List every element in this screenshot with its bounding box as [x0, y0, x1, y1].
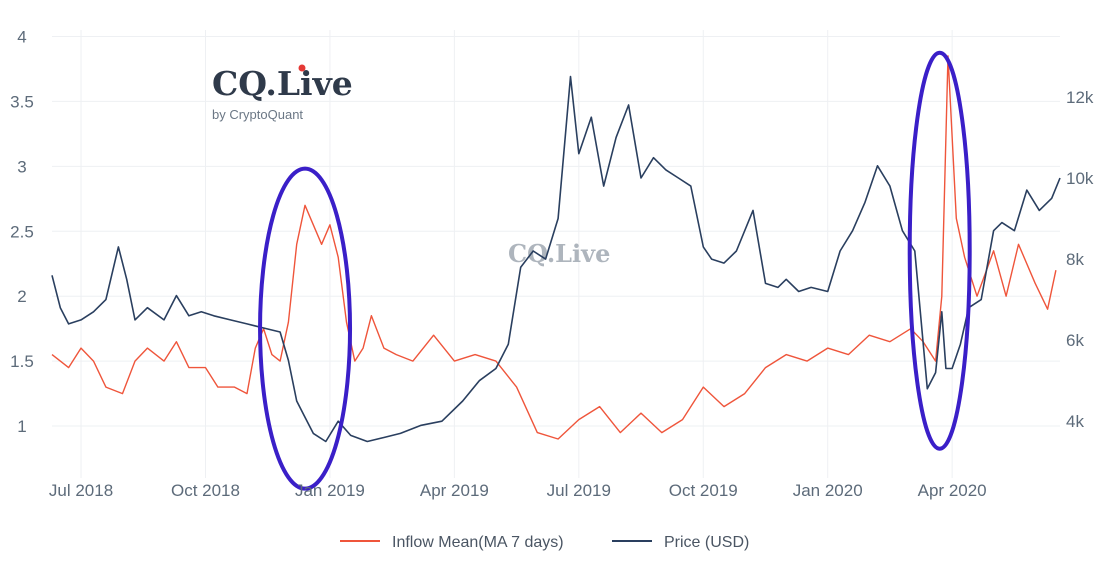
y-tick-label: 4: [17, 27, 26, 46]
x-tick-label: Apr 2019: [420, 481, 489, 500]
annotation-layer: [258, 50, 972, 491]
logo-accent-dot: [298, 64, 306, 72]
logo: CQ.Live by CryptoQuant: [212, 64, 353, 122]
x-tick-label: Apr 2020: [918, 481, 987, 500]
y2-tick-label: 4k: [1066, 412, 1084, 431]
x-tick-label: Jul 2019: [547, 481, 611, 500]
y2-tick-label: 6k: [1066, 331, 1084, 350]
y2-tick-label: 8k: [1066, 250, 1084, 269]
logo-subtitle: by CryptoQuant: [212, 107, 303, 122]
annotation-ellipse-mar-2020: [907, 50, 972, 451]
axis-layer: 1 1.5 2 2.5 3 3.5 4 Jul 2018 Oct 2018 Jan 2019 Apr…: [10, 27, 1094, 500]
series-layer: [51, 55, 1061, 443]
watermark-text: CQ.Live: [508, 239, 610, 268]
x-tick-label: Jul 2018: [49, 481, 113, 500]
y2-tick-label: 10k: [1066, 169, 1094, 188]
inflow-mean-line: [51, 55, 1057, 440]
y-tick-label: 2.5: [10, 222, 34, 241]
x-tick-label: Jan 2020: [793, 481, 863, 500]
x-tick-label: Oct 2018: [171, 481, 240, 500]
y2-tick-label: 12k: [1066, 88, 1094, 107]
y-tick-label: 3: [17, 157, 26, 176]
legend: Inflow Mean(MA 7 days) Price (USD): [340, 534, 749, 551]
legend-label: Inflow Mean(MA 7 days): [392, 534, 564, 551]
grid-lines: [52, 30, 1060, 478]
annotation-ellipse-dec-2018: [258, 166, 353, 491]
x-tick-label: Oct 2019: [669, 481, 738, 500]
price-line: [51, 75, 1061, 443]
y-tick-label: 1.5: [10, 352, 34, 371]
logo-text: CQ.Live: [212, 64, 353, 103]
x-tick-label: Jan 2019: [295, 481, 365, 500]
y-tick-label: 2: [17, 287, 26, 306]
y-tick-label: 3.5: [10, 92, 34, 111]
watermark: CQ.Live: [508, 239, 610, 268]
y-tick-label: 1: [17, 417, 26, 436]
legend-label: Price (USD): [664, 534, 749, 551]
